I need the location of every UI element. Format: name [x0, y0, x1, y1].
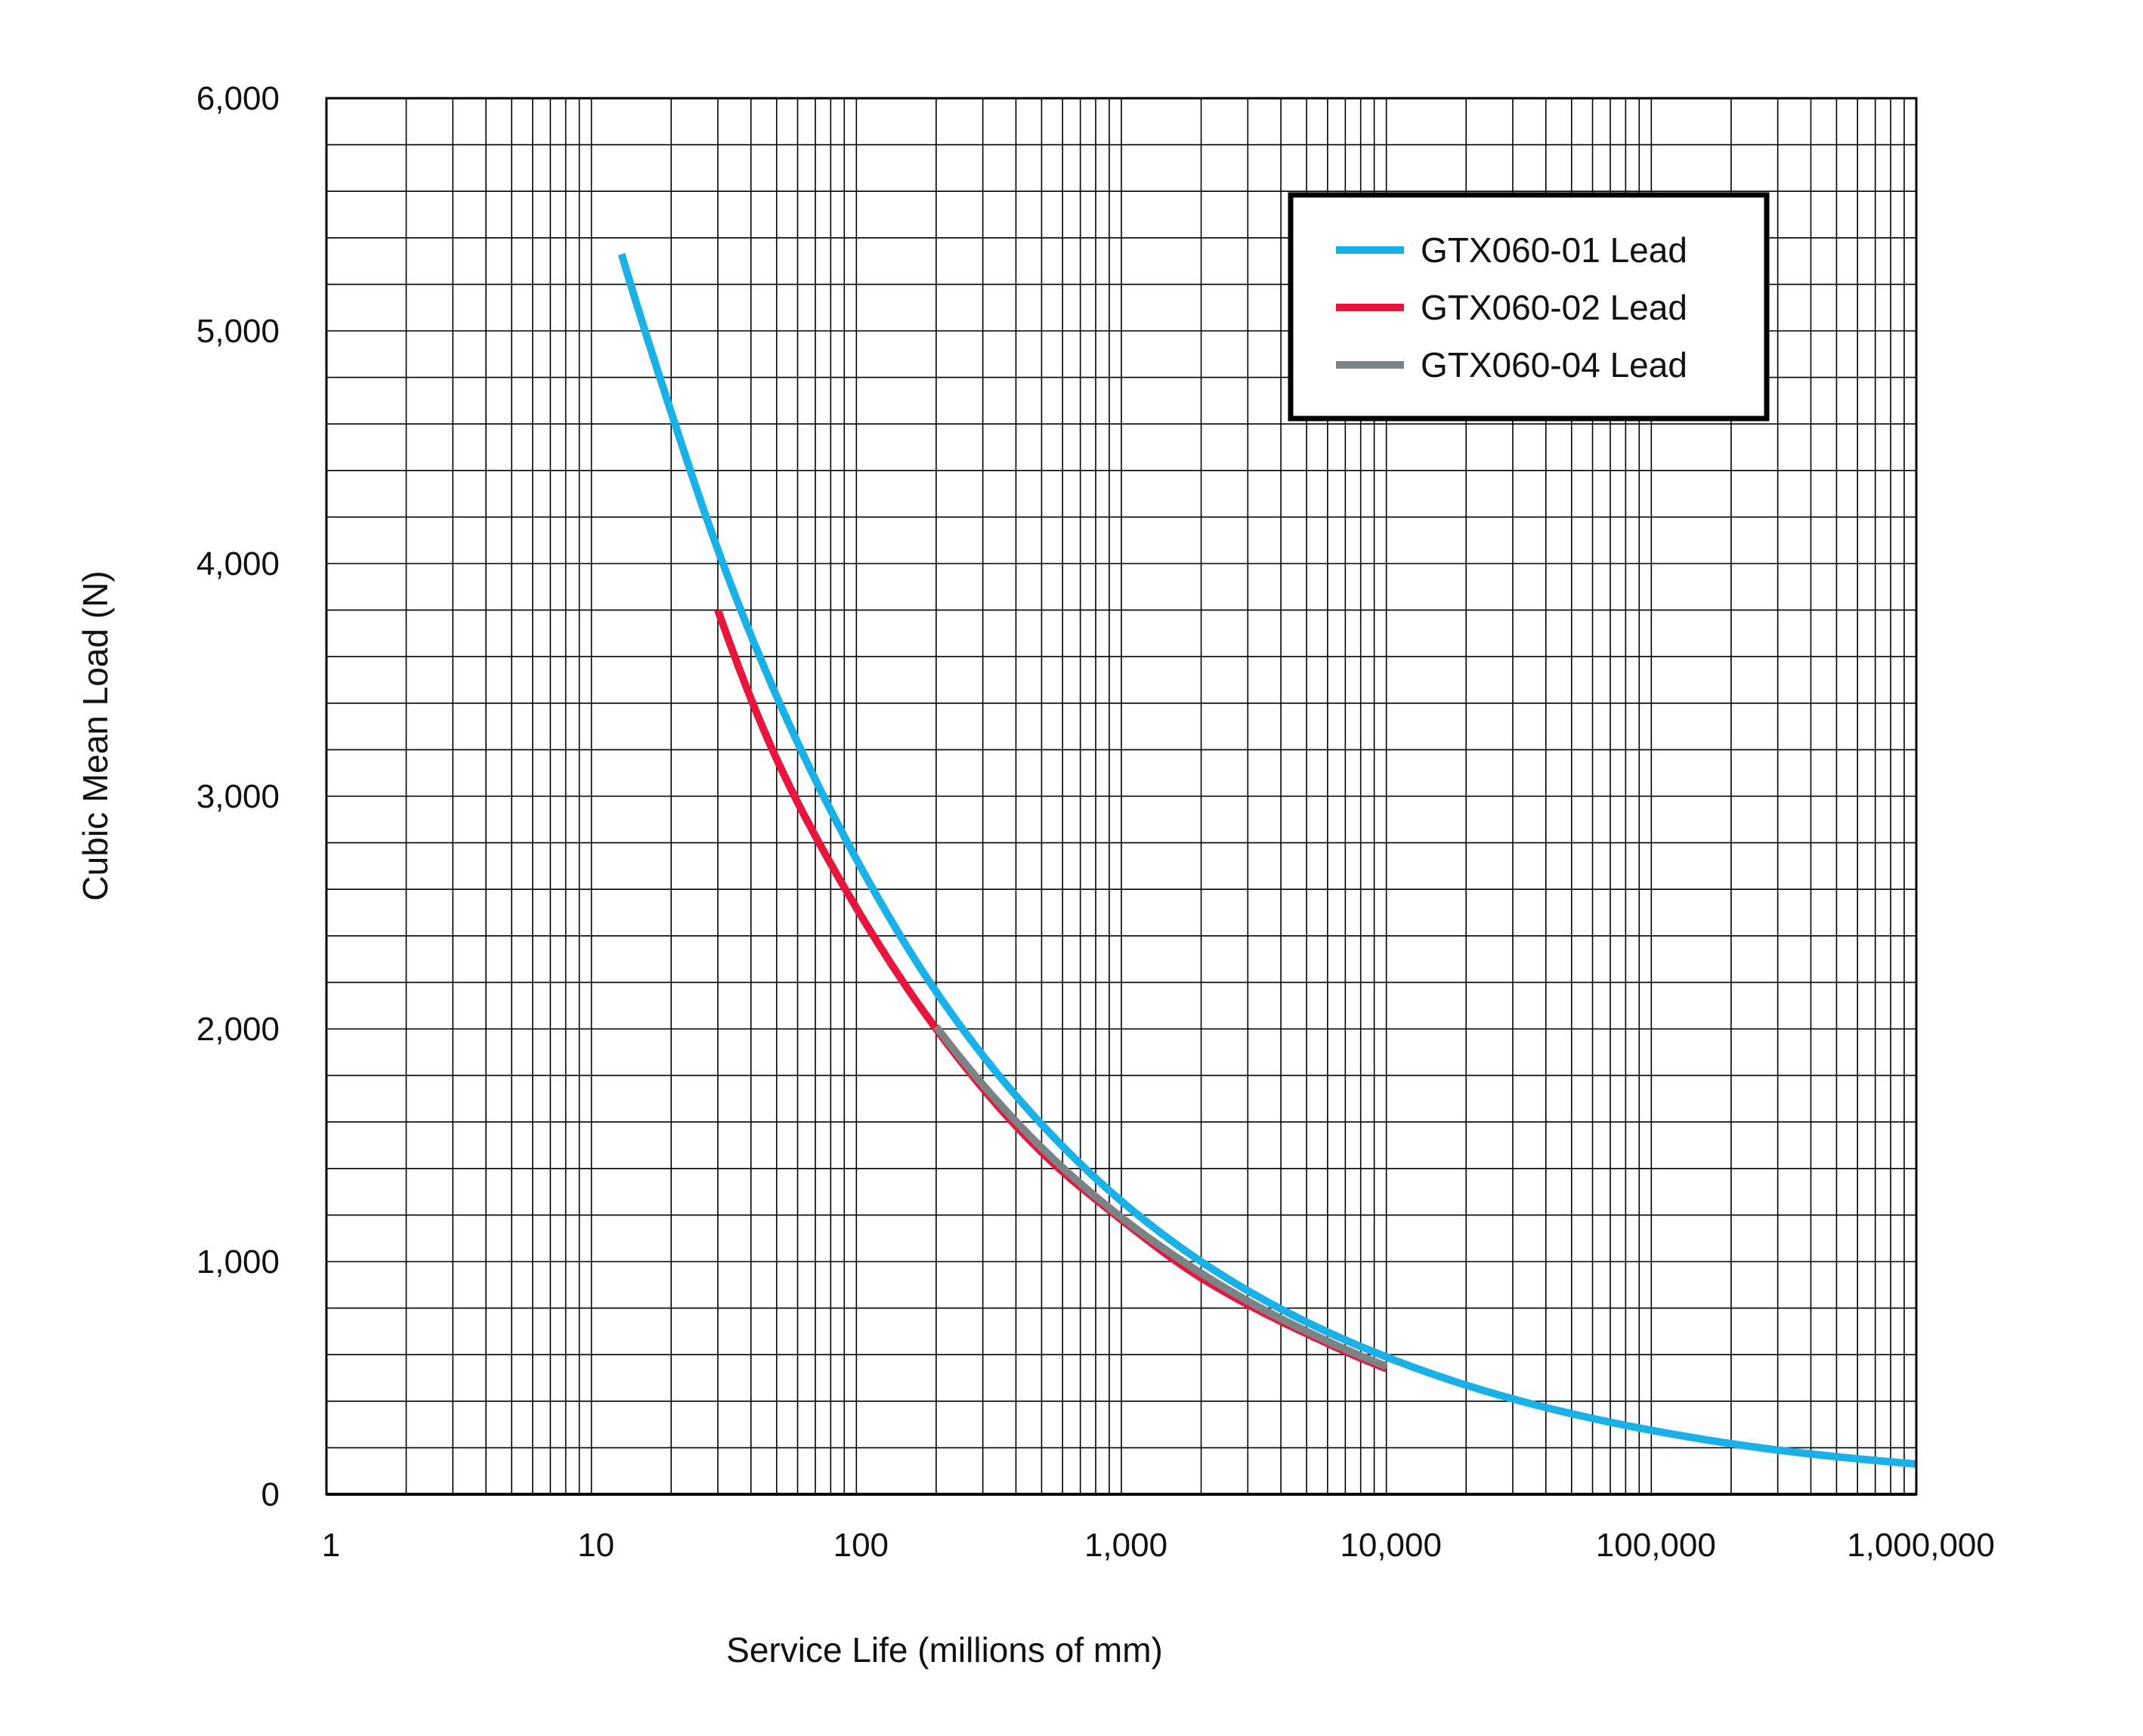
- series-line-1: [617, 252, 1918, 1468]
- series-line-3: [932, 1024, 1389, 1370]
- y-tick-label: 2,000: [196, 1011, 280, 1048]
- grid: [326, 98, 1916, 1494]
- y-tick-label: 1,000: [196, 1243, 280, 1280]
- x-axis-title: Service Life (millions of mm): [726, 1630, 1163, 1670]
- x-tick-label: 1,000,000: [1847, 1527, 1995, 1564]
- x-axis-tick-labels: 1 10 100 1,000 10,000 100,000 1,000,000: [322, 1527, 1995, 1564]
- y-axis-title: Cubic Mean Load (N): [76, 570, 115, 900]
- legend-label-1: GTX060-01 Lead: [1421, 230, 1687, 270]
- x-tick-label: 1: [322, 1527, 340, 1564]
- legend-label-3: GTX060-04 Lead: [1421, 345, 1687, 385]
- x-tick-label: 10,000: [1340, 1527, 1442, 1564]
- x-tick-label: 100: [833, 1527, 889, 1564]
- series-line-2: [714, 608, 1389, 1373]
- legend-label-2: GTX060-02 Lead: [1421, 288, 1687, 327]
- y-axis-tick-labels: 0 1,000 2,000 3,000 4,000 5,000 6,000: [196, 80, 280, 1513]
- x-tick-label: 10: [577, 1527, 614, 1564]
- y-tick-label: 0: [261, 1476, 280, 1513]
- y-tick-label: 4,000: [196, 545, 280, 582]
- legend: GTX060-01 Lead GTX060-02 Lead GTX060-04 Le…: [1288, 192, 1770, 422]
- x-tick-label: 1,000: [1084, 1527, 1167, 1564]
- series-lines: [617, 252, 1918, 1468]
- y-tick-label: 6,000: [196, 80, 280, 117]
- x-tick-label: 100,000: [1596, 1527, 1716, 1564]
- y-tick-label: 3,000: [196, 778, 280, 815]
- y-tick-label: 5,000: [196, 313, 280, 350]
